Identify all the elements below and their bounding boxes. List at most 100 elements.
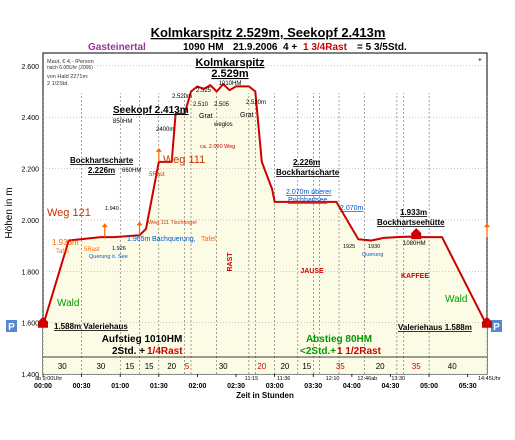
signpost-marker-head — [484, 223, 490, 228]
peak-name: Kolmkarspitz — [195, 57, 265, 69]
y-tick-label: 1.600 — [21, 321, 39, 328]
duration-label: 15 — [302, 362, 311, 371]
parking-left-label: P — [8, 322, 15, 333]
duration-label: 20 — [257, 362, 266, 371]
pochhart-a: 2.070m oberer — [286, 189, 332, 196]
duration-label: 15 — [125, 362, 134, 371]
subtitle-hm: 1090 HM — [183, 42, 224, 53]
aufstieg-b: 2Std. + — [112, 346, 145, 357]
h-2505: 2.505 — [214, 102, 230, 108]
peak-alt: 2.529m — [211, 68, 249, 80]
hutte-hm: 1080HM — [403, 241, 426, 247]
duration-label: 30 — [58, 362, 67, 371]
h-1926: 1.926 — [112, 246, 126, 252]
x-tick-label: 00:30 — [73, 383, 91, 390]
weglos: weglos — [213, 122, 233, 128]
x-tick-label: 05:30 — [459, 383, 477, 390]
durations-layer: 30 30 15 15 20 5 30 20 20 15 35 20 35 40 — [43, 356, 487, 371]
y-tick-label: 2.400 — [21, 115, 39, 122]
hut-icon — [38, 316, 48, 328]
pochhart-b: Pochhartsee — [288, 197, 327, 204]
bockhart1-alt: 2.226m — [88, 166, 115, 175]
kaffee-label: KAFFEE — [401, 273, 429, 280]
grat-1: Grat — [199, 113, 213, 120]
bockhart1-hm: 660HM — [122, 168, 141, 174]
info-line-3: von Hald 2271m: — [47, 74, 89, 80]
x-tick-label: 01:00 — [111, 383, 129, 390]
h-2525: 2.525 — [196, 88, 212, 94]
valerie-left: 1.588m Valeriehaus — [54, 322, 128, 331]
querung: Querung — [362, 252, 383, 258]
abstieg-c: 1 1/2Rast — [337, 346, 382, 357]
x-tick-label: 02:00 — [188, 383, 206, 390]
bachquerung-c: Tafel — [201, 236, 216, 243]
bockhart2-alt: 2.226m — [293, 158, 320, 167]
valerie-right: Valeriehaus 1.588m — [398, 323, 472, 332]
h-2400: 2400m — [156, 127, 174, 133]
time-label: 11:36 — [277, 376, 290, 382]
duration-label: 20 — [376, 362, 385, 371]
end-time: 14:45Uhr — [478, 376, 501, 382]
abstieg-a: Abstieg 80HM — [306, 334, 372, 345]
wald-right: Wald — [445, 294, 467, 305]
start-time: ab 9:00Uhr — [35, 376, 62, 382]
duration-label: 5 — [185, 362, 190, 371]
info-line-1: Maut, € 4,- /Person — [47, 59, 94, 65]
hut-icon — [482, 316, 492, 328]
bockhart2-name: Bockhartscharte — [276, 168, 340, 177]
hutte-alt: 1.933m — [400, 208, 427, 217]
h-2520b: 2.520m — [246, 100, 266, 106]
time-label: 12:10 — [326, 376, 340, 382]
weg-111: Weg 111 — [163, 154, 205, 166]
x-tick-label: 04:30 — [382, 383, 400, 390]
rast-5a: 5Rast — [84, 247, 100, 253]
h-2520a: 2.520m — [172, 94, 192, 100]
duration-label: 20 — [167, 362, 176, 371]
h-1940: 1.940 — [105, 206, 119, 212]
area-layer — [43, 84, 487, 374]
parking-left-icon — [6, 320, 17, 332]
rast-vertical: RAST — [227, 252, 234, 272]
signpost-marker-head — [136, 221, 143, 226]
weg-121: Weg 121 — [47, 207, 91, 219]
parking-right-icon — [491, 320, 502, 332]
area-fill — [43, 84, 487, 374]
duration-label: 35 — [412, 362, 421, 371]
peak-hm: 1010HM — [219, 81, 242, 87]
bockhart1-name: Bockhartscharte — [70, 156, 134, 165]
corner-mark: + — [478, 57, 482, 64]
duration-label: 15 — [145, 362, 154, 371]
h-1933-left: 1.933m — [52, 238, 79, 247]
subtitle-calc-b: 1 3/4Rast — [303, 42, 348, 53]
duration-label: 30 — [219, 362, 228, 371]
duration-label: 30 — [96, 362, 105, 371]
subtitle-date: 21.9.2006 — [233, 42, 278, 53]
markers-layer: + — [38, 57, 492, 328]
y-tick-label: 1.400 — [21, 372, 39, 379]
wald-left: Wald — [57, 298, 79, 309]
querung-see: Querung ö. See — [89, 254, 128, 260]
weg-111-tech: Weg 111 Tischkogel — [148, 220, 197, 226]
h-1925: 1925 — [343, 244, 355, 250]
aufstieg-a: Aufstieg 1010HM — [102, 334, 183, 345]
parking-right-label: P — [493, 322, 500, 333]
abstieg-b: <2Std.+ — [300, 346, 336, 357]
y-tick-label: 2.200 — [21, 167, 39, 174]
chart-title: Kolmkarspitz 2.529m, Seekopf 2.413m — [151, 25, 386, 40]
hut-icon — [411, 228, 422, 240]
h-2070: 2.070m — [340, 205, 364, 212]
y-tick-label: 2.600 — [21, 64, 39, 71]
y-tick-label: 2.000 — [21, 218, 39, 225]
info-line-2: nach 6.00Uhr (2006) — [47, 65, 93, 71]
profile-line — [42, 83, 488, 327]
x-tick-label: 01:30 — [150, 383, 168, 390]
x-tick-label: 03:00 — [266, 383, 284, 390]
subtitle-calc-a: 4 + — [283, 42, 297, 53]
time-label: 13:30 — [391, 376, 405, 382]
h-1930: 1930 — [368, 244, 380, 250]
subtitle-route: Gasteinertal — [88, 42, 146, 53]
axes-layer: 1.400 1.600 1.800 2.000 2.200 2.400 2.600 00:00… — [21, 64, 487, 390]
hutte-name: Bockhartseehütte — [377, 218, 445, 227]
x-tick-label: 03:30 — [304, 383, 322, 390]
